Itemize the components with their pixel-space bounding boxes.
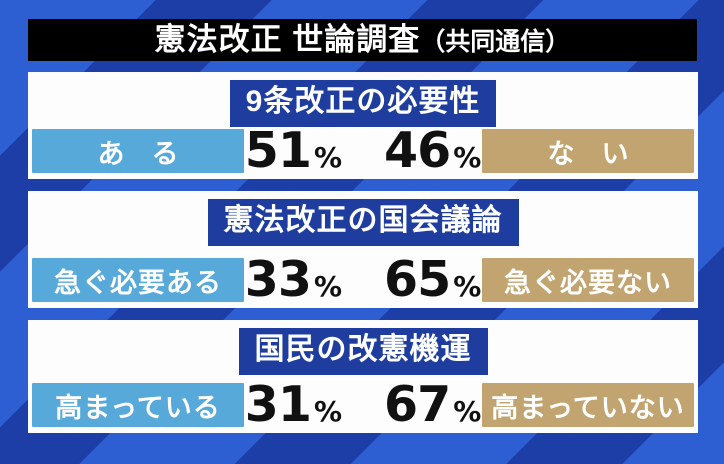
answer-label-no: 高まっていない bbox=[482, 383, 694, 427]
title-source: （共同通信） bbox=[420, 28, 571, 56]
result-row: ある 51% 46% ない bbox=[32, 121, 694, 179]
section-heading: 国民の改憲機運 bbox=[238, 328, 488, 375]
poll-section-article9: 9条改正の必要性 ある 51% 46% ない bbox=[28, 72, 698, 179]
percent-left: 33% bbox=[244, 250, 342, 308]
percent-right: 67% bbox=[384, 375, 482, 433]
percent-number: 51 bbox=[244, 121, 312, 179]
answer-label-no: ない bbox=[482, 129, 694, 173]
percent-sign: % bbox=[453, 140, 482, 174]
answer-label-yes: 急ぐ必要ある bbox=[32, 258, 244, 302]
percent-right: 46% bbox=[384, 121, 482, 179]
percent-sign: % bbox=[313, 394, 342, 428]
percent-values: 33% 65% bbox=[244, 250, 482, 308]
poll-section-diet-debate: 憲法改正の国会議論 急ぐ必要ある 33% 65% 急ぐ必要ない bbox=[28, 191, 698, 308]
percent-left: 31% bbox=[244, 375, 342, 433]
percent-sign: % bbox=[313, 140, 342, 174]
answer-label-yes: ある bbox=[32, 129, 244, 173]
percent-sign: % bbox=[313, 269, 342, 303]
poll-section-public-momentum: 国民の改憲機運 高まっている 31% 67% 高まっていない bbox=[28, 320, 698, 433]
answer-label-no: 急ぐ必要ない bbox=[482, 258, 694, 302]
percent-right: 65% bbox=[384, 250, 482, 308]
section-heading: 9条改正の必要性 bbox=[229, 80, 497, 127]
percent-left: 51% bbox=[244, 121, 342, 179]
result-row: 高まっている 31% 67% 高まっていない bbox=[32, 375, 694, 433]
percent-number: 33 bbox=[244, 250, 312, 308]
percent-number: 67 bbox=[384, 375, 451, 433]
percent-number: 46 bbox=[384, 121, 451, 179]
result-row: 急ぐ必要ある 33% 65% 急ぐ必要ない bbox=[32, 250, 694, 308]
percent-values: 51% 46% bbox=[244, 121, 482, 179]
title-banner: 憲法改正 世論調査 （共同通信） bbox=[28, 19, 697, 61]
title-text: 憲法改正 世論調査 bbox=[154, 22, 421, 57]
percent-values: 31% 67% bbox=[244, 375, 482, 433]
percent-sign: % bbox=[453, 269, 482, 303]
answer-label-yes: 高まっている bbox=[32, 383, 244, 427]
percent-sign: % bbox=[453, 394, 482, 428]
percent-number: 65 bbox=[384, 250, 451, 308]
section-heading: 憲法改正の国会議論 bbox=[207, 199, 519, 246]
percent-number: 31 bbox=[244, 375, 312, 433]
